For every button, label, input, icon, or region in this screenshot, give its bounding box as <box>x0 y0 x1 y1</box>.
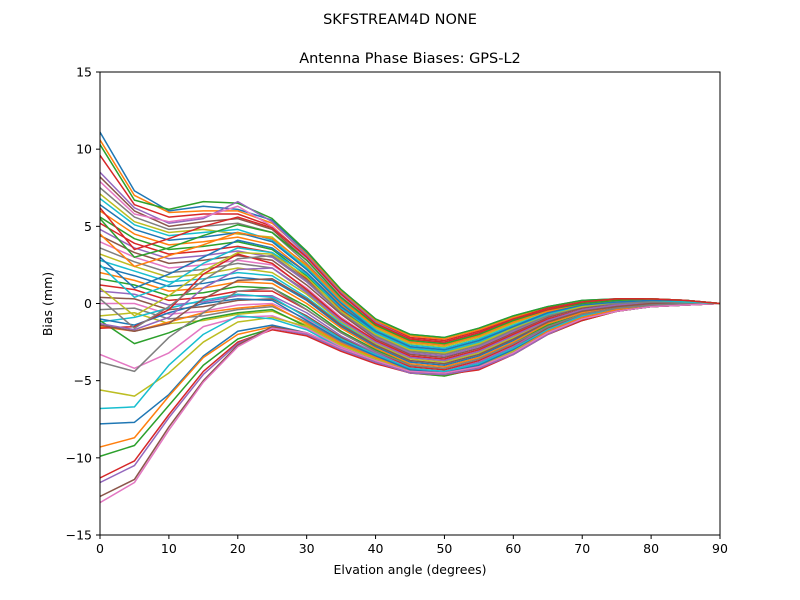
y-tick-label: 5 <box>84 219 92 234</box>
series-line-35 <box>100 267 720 362</box>
y-tick-label: 15 <box>76 65 92 80</box>
x-tick-label: 0 <box>96 541 104 556</box>
series-line-54 <box>100 206 720 343</box>
series-line-48 <box>100 254 720 356</box>
x-tick-label: 70 <box>574 541 590 556</box>
x-axis-label: Elvation angle (degrees) <box>333 562 486 577</box>
axes-layer: 0 10 20 30 40 50 60 70 80 90 −15 −10 −5 0 5 10 15 <box>66 65 728 557</box>
plot-area: 0 10 20 30 40 50 60 70 80 90 −15 −10 −5 0 5 10 15 <box>66 65 728 557</box>
x-tick-label: 60 <box>505 541 521 556</box>
figure-suptitle: SKFSTREAM4D NONE <box>323 12 477 28</box>
x-tick-label: 10 <box>161 541 177 556</box>
y-tick-label: 0 <box>84 296 92 311</box>
y-tick-label: −15 <box>66 528 92 543</box>
y-axis-label: Bias (mm) <box>40 272 55 336</box>
x-tick-label: 80 <box>643 541 659 556</box>
y-tick-label: −10 <box>66 450 92 465</box>
x-tick-label: 20 <box>230 541 246 556</box>
series-line-53 <box>100 217 720 345</box>
x-tick-label: 90 <box>712 541 728 556</box>
series-line-51 <box>100 239 720 351</box>
series-layer <box>100 131 720 504</box>
x-tick-label: 30 <box>299 541 315 556</box>
chart-title: Antenna Phase Biases: GPS-L2 <box>299 51 521 67</box>
y-tick-label: −5 <box>74 373 92 388</box>
x-tick-label: 50 <box>436 541 452 556</box>
series-line-38 <box>100 287 720 373</box>
series-line-36 <box>100 278 720 365</box>
y-tick-label: 10 <box>76 142 92 157</box>
series-line-47 <box>100 302 720 504</box>
x-tick-label: 40 <box>368 541 384 556</box>
